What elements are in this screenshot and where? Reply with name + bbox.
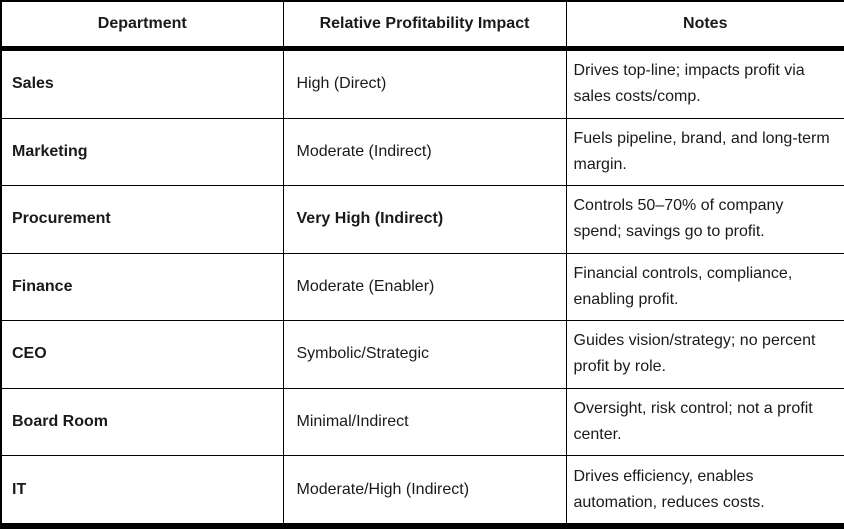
impact-cell: Very High (Indirect): [282, 185, 567, 254]
table-header-row: Department Relative Profitability Impact…: [0, 0, 844, 51]
department-cell: Board Room: [0, 387, 284, 457]
table-row: IT Moderate/High (Indirect) Drives effic…: [0, 455, 844, 527]
table-row: Finance Moderate (Enabler) Financial con…: [0, 252, 844, 322]
table-row: Board Room Minimal/Indirect Oversight, r…: [0, 387, 844, 457]
notes-cell: Drives efficiency, enables automation, r…: [565, 455, 844, 527]
column-header-department: Department: [0, 0, 284, 51]
table-row: Procurement Very High (Indirect) Control…: [0, 185, 844, 254]
table-row: Marketing Moderate (Indirect) Fuels pipe…: [0, 117, 844, 187]
impact-cell: Minimal/Indirect: [282, 387, 567, 457]
impact-cell: Symbolic/Strategic: [282, 320, 567, 389]
department-cell: Sales: [0, 48, 284, 119]
department-cell: CEO: [0, 320, 284, 389]
notes-cell: Controls 50–70% of company spend; saving…: [565, 185, 844, 254]
department-cell: IT: [0, 455, 284, 527]
column-header-impact: Relative Profitability Impact: [282, 0, 567, 51]
impact-cell: Moderate (Enabler): [282, 252, 567, 322]
notes-cell: Guides vision/strategy; no percent profi…: [565, 320, 844, 389]
column-header-notes: Notes: [565, 0, 844, 51]
table-row: CEO Symbolic/Strategic Guides vision/str…: [0, 320, 844, 389]
impact-cell: Moderate/High (Indirect): [282, 455, 567, 527]
notes-cell: Financial controls, compliance, enabling…: [565, 252, 844, 322]
table-row: Sales High (Direct) Drives top-line; imp…: [0, 48, 844, 119]
department-cell: Finance: [0, 252, 284, 322]
impact-cell: Moderate (Indirect): [282, 117, 567, 187]
notes-cell: Fuels pipeline, brand, and long-term mar…: [565, 117, 844, 187]
notes-cell: Oversight, risk control; not a profit ce…: [565, 387, 844, 457]
impact-cell: High (Direct): [282, 48, 567, 119]
notes-cell: Drives top-line; impacts profit via sale…: [565, 48, 844, 119]
department-cell: Procurement: [0, 185, 284, 254]
department-cell: Marketing: [0, 117, 284, 187]
